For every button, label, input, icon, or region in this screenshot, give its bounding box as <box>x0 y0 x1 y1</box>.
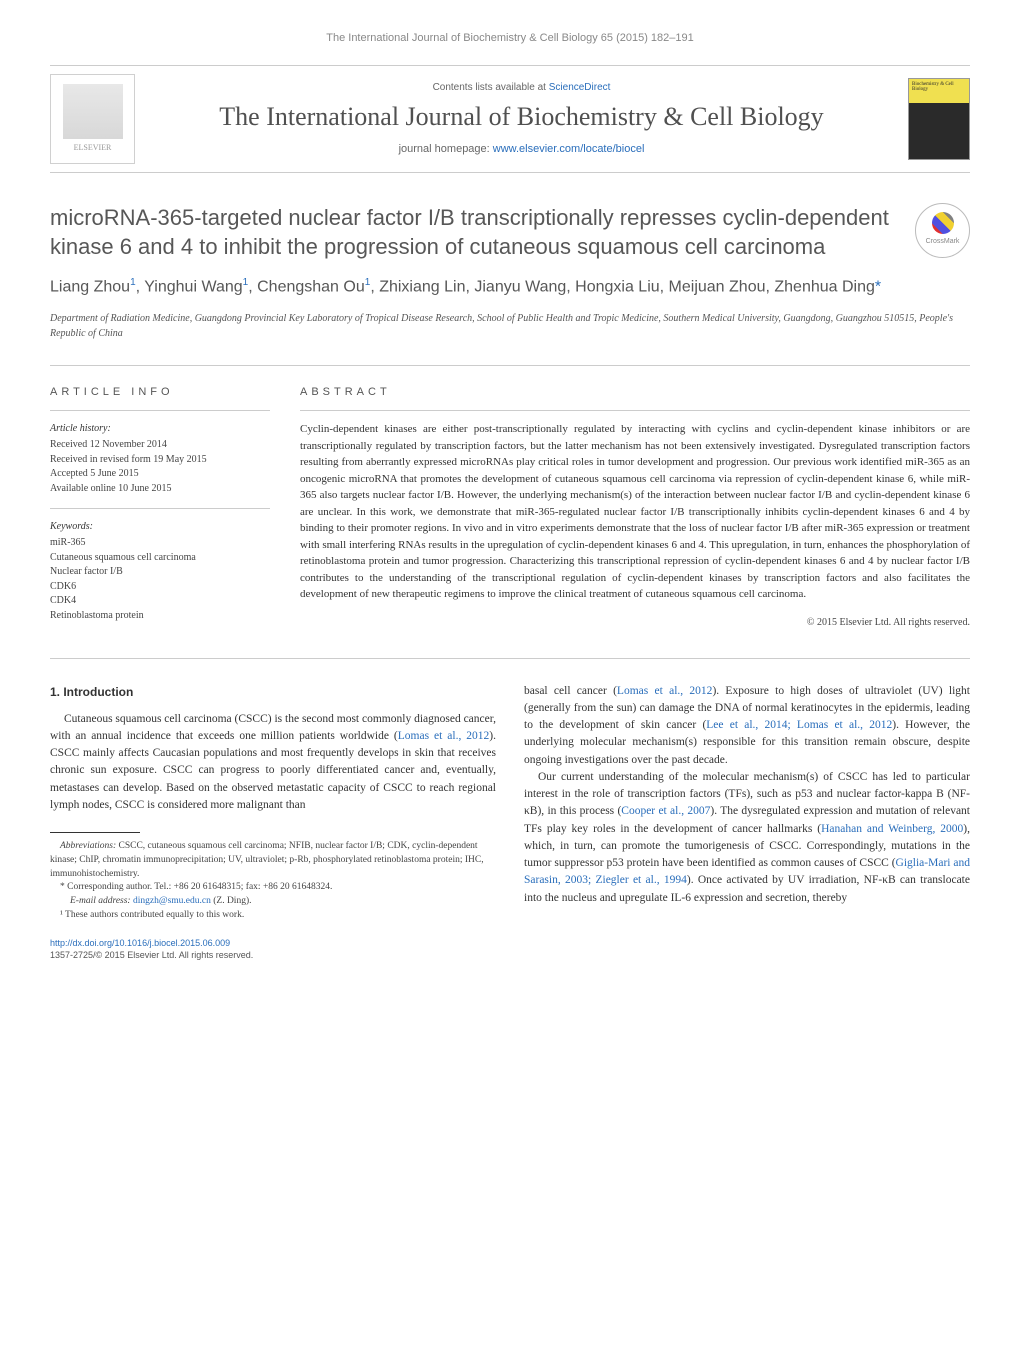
citation-link[interactable]: Hanahan and Weinberg, 2000 <box>821 823 963 835</box>
history-item: Available online 10 June 2015 <box>50 482 270 497</box>
history-item: Received in revised form 19 May 2015 <box>50 453 270 468</box>
email-suffix: (Z. Ding). <box>211 896 252 906</box>
abstract-divider <box>300 410 970 411</box>
intro-para-1: Cutaneous squamous cell carcinoma (CSCC)… <box>50 711 496 815</box>
running-head: The International Journal of Biochemistr… <box>50 30 970 47</box>
article-info-column: ARTICLE INFO Article history: Received 1… <box>50 384 270 630</box>
abbrev-text: CSCC, cutaneous squamous cell carcinoma;… <box>50 841 484 879</box>
keyword-item: CDK4 <box>50 594 270 609</box>
elsevier-logo: ELSEVIER <box>50 74 135 164</box>
meta-row: ARTICLE INFO Article history: Received 1… <box>50 366 970 630</box>
banner-center: Contents lists available at ScienceDirec… <box>135 80 908 158</box>
cover-text: Biochemistry & Cell Biology <box>912 82 969 92</box>
abstract-copyright: © 2015 Elsevier Ltd. All rights reserved… <box>300 615 970 630</box>
info-divider-2 <box>50 508 270 509</box>
keyword-item: CDK6 <box>50 580 270 595</box>
col2-para-2: Our current understanding of the molecul… <box>524 769 970 907</box>
contents-available: Contents lists available at ScienceDirec… <box>135 80 908 95</box>
keyword-item: miR-365 <box>50 536 270 551</box>
col2-para-1: basal cell cancer (Lomas et al., 2012). … <box>524 683 970 769</box>
title-row: microRNA-365-targeted nuclear factor I/B… <box>50 203 970 262</box>
issn-copyright: 1357-2725/© 2015 Elsevier Ltd. All right… <box>50 950 253 960</box>
affiliation: Department of Radiation Medicine, Guangd… <box>50 311 970 341</box>
article-info-label: ARTICLE INFO <box>50 384 270 401</box>
journal-banner: ELSEVIER Contents lists available at Sci… <box>50 65 970 173</box>
crossmark-label: CrossMark <box>926 237 960 248</box>
crossmark-icon <box>932 212 954 234</box>
sciencedirect-link[interactable]: ScienceDirect <box>549 82 611 93</box>
journal-cover-thumbnail: Biochemistry & Cell Biology <box>908 78 970 160</box>
history-item: Received 12 November 2014 <box>50 438 270 453</box>
abstract-text: Cyclin-dependent kinases are either post… <box>300 421 970 603</box>
elsevier-label: ELSEVIER <box>74 142 112 154</box>
keyword-item: Nuclear factor I/B <box>50 565 270 580</box>
crossmark-badge[interactable]: CrossMark <box>915 203 970 258</box>
citation-link[interactable]: Lomas et al., 2012 <box>398 730 490 742</box>
keywords-list: miR-365Cutaneous squamous cell carcinoma… <box>50 536 270 623</box>
footnote-divider <box>50 832 140 833</box>
elsevier-tree-icon <box>63 84 123 139</box>
abstract-column: ABSTRACT Cyclin-dependent kinases are ei… <box>300 384 970 630</box>
contents-prefix: Contents lists available at <box>433 82 549 93</box>
keyword-item: Retinoblastoma protein <box>50 609 270 624</box>
journal-name: The International Journal of Biochemistr… <box>135 101 908 134</box>
c2p1-a: basal cell cancer ( <box>524 685 617 697</box>
intro-heading: 1. Introduction <box>50 683 496 701</box>
footnote-email: E-mail address: dingzh@smu.edu.cn (Z. Di… <box>50 895 496 909</box>
email-link[interactable]: dingzh@smu.edu.cn <box>133 896 211 906</box>
history-list: Received 12 November 2014Received in rev… <box>50 438 270 496</box>
authors-line: Liang Zhou1, Yinghui Wang1, Chengshan Ou… <box>50 276 970 299</box>
citation-link[interactable]: Lomas et al., 2012 <box>617 685 713 697</box>
body-col-right: basal cell cancer (Lomas et al., 2012). … <box>524 683 970 962</box>
keyword-item: Cutaneous squamous cell carcinoma <box>50 551 270 566</box>
email-label: E-mail address: <box>70 896 133 906</box>
history-label: Article history: <box>50 421 270 436</box>
citation-link[interactable]: Lee et al., 2014; Lomas et al., 2012 <box>706 719 892 731</box>
homepage-link[interactable]: www.elsevier.com/locate/biocel <box>493 143 645 155</box>
homepage-prefix: journal homepage: <box>399 143 493 155</box>
body-columns: 1. Introduction Cutaneous squamous cell … <box>50 683 970 962</box>
keywords-label: Keywords: <box>50 519 270 534</box>
history-item: Accepted 5 June 2015 <box>50 467 270 482</box>
body-divider <box>50 658 970 659</box>
abbrev-label: Abbreviations: <box>60 841 116 851</box>
footnote-equal: ¹ These authors contributed equally to t… <box>50 909 496 923</box>
doi-link[interactable]: http://dx.doi.org/10.1016/j.biocel.2015.… <box>50 938 230 948</box>
abstract-label: ABSTRACT <box>300 384 970 401</box>
footnote-abbrev: Abbreviations: CSCC, cutaneous squamous … <box>50 840 496 881</box>
journal-homepage: journal homepage: www.elsevier.com/locat… <box>135 141 908 158</box>
body-col-left: 1. Introduction Cutaneous squamous cell … <box>50 683 496 962</box>
article-title: microRNA-365-targeted nuclear factor I/B… <box>50 203 895 262</box>
info-divider <box>50 410 270 411</box>
doi-block: http://dx.doi.org/10.1016/j.biocel.2015.… <box>50 937 496 962</box>
footnote-corresponding: * Corresponding author. Tel.: +86 20 616… <box>50 881 496 895</box>
citation-link[interactable]: Cooper et al., 2007 <box>621 805 710 817</box>
